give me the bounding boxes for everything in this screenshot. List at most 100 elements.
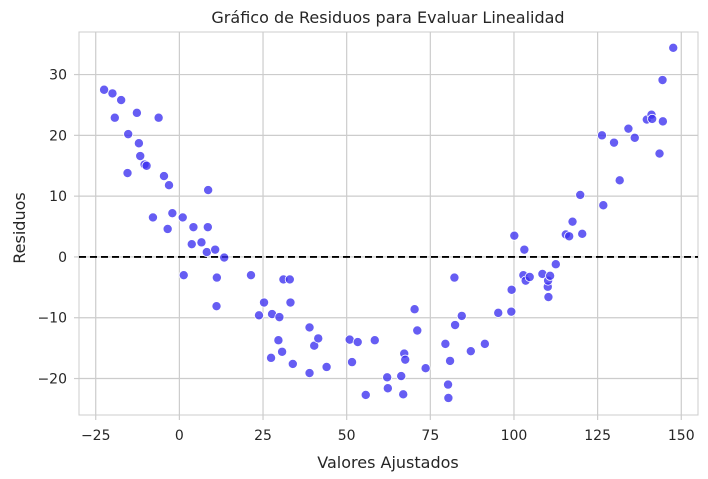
y-axis-label: Residuos [10,192,29,263]
scatter-point [284,274,295,285]
scatter-point [122,168,133,179]
scatter-point [188,222,199,233]
scatter-point [141,160,152,171]
y-tick-label: 20 [49,128,67,144]
y-tick-label: 0 [58,250,67,266]
scatter-point [577,228,588,239]
scatter-point [99,84,110,95]
scatter-point [321,361,332,372]
scatter-point [382,372,393,383]
scatter-point [107,88,118,99]
scatter-point [203,185,214,196]
scatter-point [519,244,530,255]
scatter-point [412,325,423,336]
scatter-point [352,337,363,348]
scatter-point [259,297,270,308]
x-tick-label: 125 [584,428,611,444]
x-tick-label: 75 [421,428,439,444]
scatter-point [313,333,324,344]
scatter-point [506,284,517,295]
x-tick-label: −25 [81,428,111,444]
scatter-point [186,239,197,250]
scatter-point [654,148,665,159]
scatter-point [131,107,142,118]
scatter-point [657,75,668,86]
scatter-point [465,346,476,357]
scatter-point [178,270,189,281]
scatter-point [543,292,554,303]
scatter-point [409,304,420,315]
scatter-point [567,216,578,227]
scatter-point [623,123,634,134]
x-tick-label: 100 [501,428,528,444]
scatter-point [304,368,315,379]
scatter-point [382,383,393,394]
scatter-point [133,138,144,149]
chart-title: Gráfico de Residuos para Evaluar Lineali… [211,8,564,27]
scatter-point [135,151,146,162]
scatter-point [219,252,230,263]
scatter-point [493,307,504,318]
scatter-point [369,335,380,346]
scatter-point [347,357,358,368]
scatter-point [201,247,212,258]
scatter-point [277,346,288,357]
scatter-point [285,297,296,308]
y-tick-labels: −20 −10 0 10 20 30 [37,68,67,388]
scatter-point [273,335,284,346]
scatter-point [420,363,431,374]
scatter-point [164,180,175,191]
plot-area [78,31,699,416]
y-tick-label: −10 [37,311,67,327]
scatter-point [400,354,411,365]
scatter-point [629,132,640,143]
scatter-point [668,42,679,53]
scatter-point [210,244,221,255]
x-tick-label: 0 [175,428,184,444]
x-axis-label: Valores Ajustados [317,453,458,472]
scatter-point [287,358,298,369]
scatter-point [545,270,556,281]
scatter-point [449,272,460,283]
scatter-point [123,129,134,140]
scatter-point [657,116,668,127]
scatter-point [456,310,467,321]
scatter-point [254,310,265,321]
scatter-point [598,200,609,211]
scatter-point [443,379,454,390]
scatter-point [202,222,213,233]
scatter-point [524,271,535,282]
scatter-point [304,322,315,333]
scatter-point [479,338,490,349]
scatter-point [647,113,658,124]
scatter-point [396,371,407,382]
scatter-point [177,212,188,223]
scatter-point [509,230,520,241]
scatter-point [147,212,158,223]
scatter-point [506,306,517,317]
scatter-point [398,389,409,400]
scatter-point [596,130,607,141]
scatter-point [211,272,222,283]
scatter-point [158,171,169,182]
scatter-point [550,259,561,270]
x-tick-label: 150 [668,428,695,444]
scatter-point [162,223,173,234]
scatter-point [440,338,451,349]
x-tick-label: 50 [338,428,356,444]
scatter-point [575,189,586,200]
scatter-point [450,320,461,331]
scatter-point [360,389,371,400]
scatter-point [443,392,454,403]
x-tick-label: 25 [254,428,272,444]
y-tick-label: 10 [49,189,67,205]
scatter-point [245,270,256,281]
x-tick-labels: −25 0 25 50 75 100 125 150 [81,428,695,444]
y-tick-label: −20 [37,372,67,388]
scatter-point [266,352,277,363]
data-points [99,42,679,403]
scatter-point [153,112,164,123]
scatter-point [274,312,285,323]
scatter-point [609,137,620,148]
